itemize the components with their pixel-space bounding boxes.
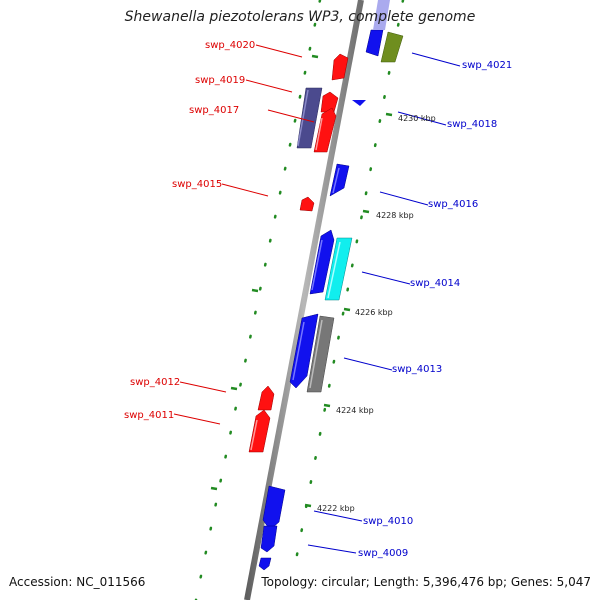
- gene-label-swp_4015[interactable]: swp_4015: [172, 179, 222, 190]
- gene-swp_4009-arrow[interactable]: [258, 557, 272, 571]
- accession-text: Accession: NC_011566: [9, 575, 146, 589]
- outer-scale-dots: [294, 0, 405, 562]
- gene-label-swp_4011[interactable]: swp_4011: [124, 410, 174, 421]
- position-label: 4224 kbp: [336, 406, 374, 415]
- gene-label-swp_4016[interactable]: swp_4016: [428, 199, 478, 210]
- gene-swp_4015-arrow[interactable]: [299, 196, 315, 212]
- position-label: 4230 kbp: [398, 114, 436, 123]
- gene-label-swp_4009[interactable]: swp_4009: [358, 548, 408, 559]
- gene-label-swp_4019[interactable]: swp_4019: [195, 75, 245, 86]
- gene-swp_4017-arrow[interactable]: [313, 107, 337, 153]
- gene-swp_4010b-arrow[interactable]: [260, 525, 278, 553]
- gene-label-swp_4012[interactable]: swp_4012: [130, 377, 180, 388]
- left-leader-lines: [173, 44, 315, 425]
- chromosome-backbone: [244, 0, 364, 600]
- position-label: 4226 kbp: [355, 308, 393, 317]
- gene-swp_4016-arrow[interactable]: [329, 163, 350, 197]
- major-ticks: [210, 54, 393, 508]
- gene-label-swp_4013[interactable]: swp_4013: [392, 364, 442, 375]
- right-leader-lines: [307, 52, 461, 554]
- gene-swp_4013b-arrow[interactable]: [306, 315, 335, 393]
- position-label: 4222 kbp: [317, 504, 355, 513]
- gene-swp_4014-arrow[interactable]: [309, 229, 335, 295]
- gene-swp_4021b-arrow[interactable]: [380, 31, 404, 63]
- gene-swp_4013-arrow[interactable]: [289, 313, 319, 389]
- gene-swp_4021-arrow[interactable]: [365, 0, 390, 57]
- gene-swp_4014b-arrow[interactable]: [324, 237, 353, 301]
- gene-label-swp_4021[interactable]: swp_4021: [462, 60, 512, 71]
- gene-label-swp_4017[interactable]: swp_4017: [189, 105, 239, 116]
- gene-label-swp_4018[interactable]: swp_4018: [447, 119, 497, 130]
- gene-label-swp_4020[interactable]: swp_4020: [205, 40, 255, 51]
- map-title: Shewanella piezotolerans WP3, complete g…: [124, 9, 476, 25]
- gene-swp_4020-arrow[interactable]: [331, 53, 349, 81]
- position-label: 4228 kbp: [376, 211, 414, 220]
- gene-swp_4012-arrow[interactable]: [257, 385, 275, 411]
- gene-swp_4019b-arrow[interactable]: [296, 87, 323, 149]
- gene-swp_4019-arrow[interactable]: [320, 91, 339, 113]
- gene-label-swp_4014[interactable]: swp_4014: [410, 278, 460, 289]
- genome-stats-text: Topology: circular; Length: 5,396,476 bp…: [261, 575, 591, 589]
- gene-label-swp_4010[interactable]: swp_4010: [363, 516, 413, 527]
- gene-swp_4018-arrow[interactable]: [352, 100, 366, 106]
- gene-swp_4011-arrow[interactable]: [248, 409, 271, 453]
